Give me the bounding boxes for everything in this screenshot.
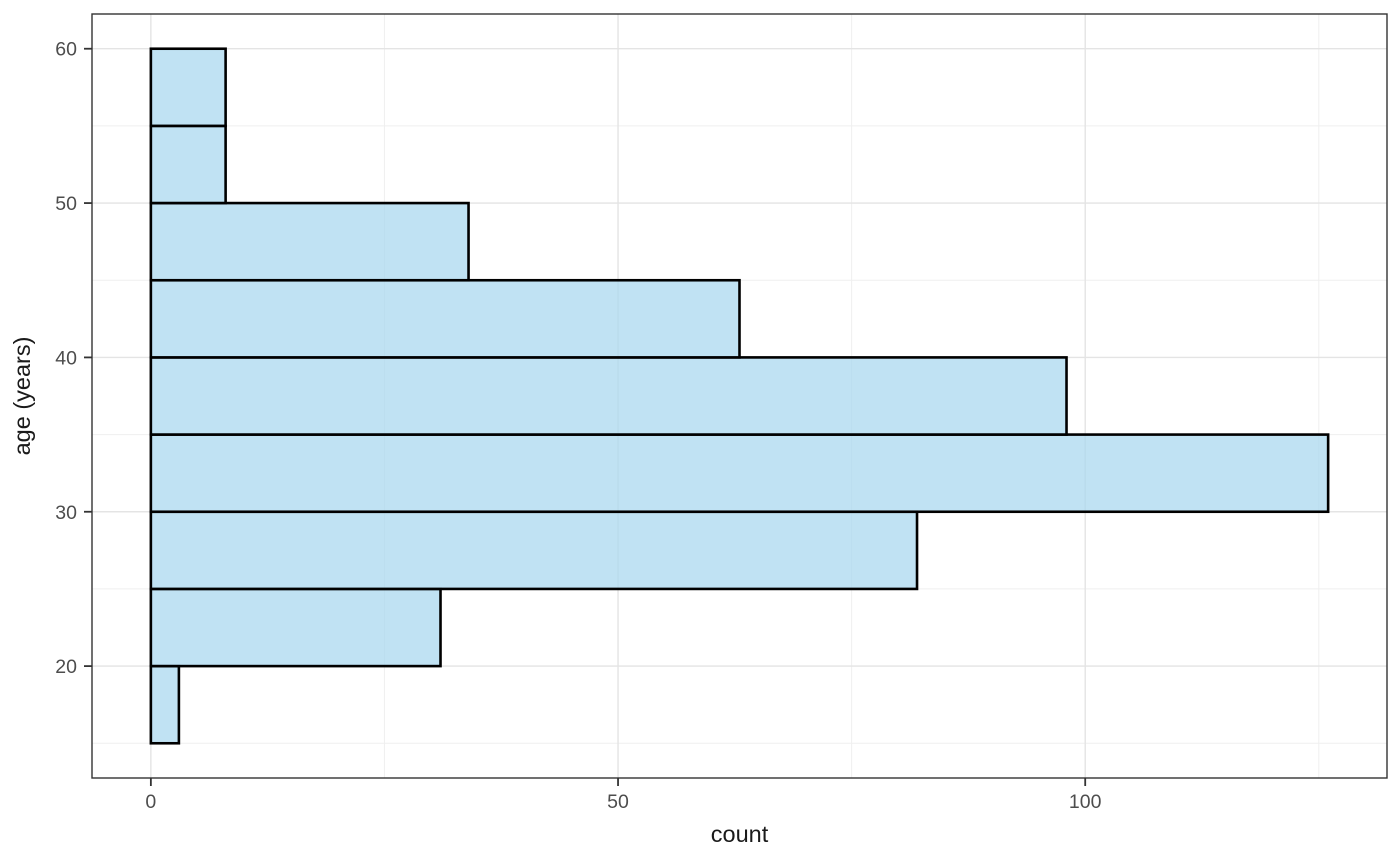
histogram-bar [149,433,1330,514]
histogram-bar [149,201,470,282]
x-tick-label: 0 [145,791,156,813]
tick-labels-layer: 0 50 100 20 30 40 50 60 [55,39,1101,813]
tick-marks-layer [84,47,1087,786]
histogram-bar [149,664,181,745]
y-tick-label: 50 [55,193,77,215]
x-tick-label: 50 [607,791,629,813]
histogram-bar [149,47,227,128]
y-axis-title: age (years) [9,337,35,456]
histogram-bar [149,356,1068,436]
y-tick-label: 40 [55,347,77,369]
histogram-bar [149,278,741,359]
x-axis-title: count [711,821,769,847]
bars-layer [149,47,1330,745]
panel-border [91,13,1388,779]
y-tick-label: 20 [55,656,77,678]
y-tick-label: 60 [55,39,77,61]
histogram-bar [149,587,442,668]
y-tick-label: 30 [55,502,77,524]
histogram-bar [149,510,919,591]
x-tick-label: 100 [1069,791,1102,813]
histogram-bar [149,124,227,205]
